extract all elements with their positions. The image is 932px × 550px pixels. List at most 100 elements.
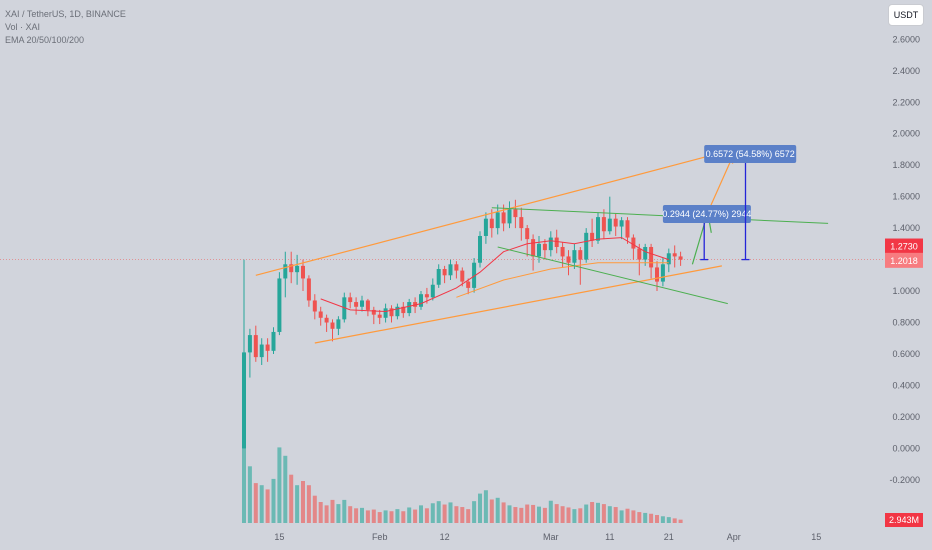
candle-body: [584, 232, 589, 260]
ema-indicator-label[interactable]: EMA 20/50/100/200: [5, 35, 85, 45]
candle-body: [501, 212, 506, 224]
volume-bar: [466, 509, 471, 523]
candle-body: [678, 256, 683, 260]
volume-bar: [277, 447, 282, 523]
volume-bar: [495, 497, 500, 523]
candle-body: [460, 270, 465, 282]
volume-bar: [507, 505, 512, 523]
volume-bar: [413, 509, 418, 523]
volume-bar: [660, 516, 665, 523]
candle-body: [519, 217, 524, 229]
symbol-title[interactable]: XAI / TetherUS, 1D, BINANCE: [5, 9, 126, 19]
price-tick-label: 1.8000: [892, 160, 920, 170]
candle-body: [548, 237, 553, 251]
candle-body: [637, 248, 642, 260]
candle-body: [265, 344, 270, 351]
candle-body: [466, 281, 471, 288]
volume-value-label: 2.943M: [889, 515, 919, 525]
candle-body: [283, 264, 288, 279]
volume-bar: [318, 502, 323, 523]
volume-bar: [401, 511, 406, 523]
volume-bar: [666, 517, 671, 523]
volume-bar: [289, 474, 294, 523]
measure-label-text: 0.2944 (24.77%) 2944: [662, 209, 751, 219]
volume-bar: [672, 518, 677, 523]
candle-body: [666, 253, 671, 265]
candle-body: [301, 265, 305, 279]
candle-body: [354, 302, 359, 307]
price-tick-label: 2.6000: [892, 34, 920, 44]
time-tick-label: Apr: [727, 532, 741, 542]
volume-bar: [419, 505, 423, 523]
volume-bar: [460, 507, 465, 523]
currency-unit-button[interactable]: USDT: [888, 4, 924, 26]
candle-body: [483, 218, 488, 236]
volume-bar: [483, 490, 488, 523]
volume-bar: [566, 507, 571, 523]
candle-body: [566, 256, 571, 263]
volume-bar: [306, 485, 311, 523]
volume-bar: [247, 466, 252, 523]
volume-bar: [619, 510, 624, 523]
candle-body: [619, 220, 624, 227]
time-tick-label: 15: [811, 532, 821, 542]
volume-bar: [554, 504, 559, 523]
candle-body: [572, 250, 577, 263]
volume-bar: [578, 508, 583, 523]
candle-body: [495, 212, 500, 229]
candle-body: [448, 264, 453, 276]
candle-body: [542, 243, 547, 251]
volume-bar: [513, 507, 518, 523]
volume-bar: [371, 509, 376, 523]
candle-body: [601, 217, 606, 232]
candle-body: [365, 300, 370, 310]
price-tick-label: 2.2000: [892, 97, 920, 107]
volume-bar: [436, 501, 441, 523]
price-tick-label: 0.4000: [892, 380, 920, 390]
candle-body: [472, 262, 477, 288]
green-lower-trendline: [497, 246, 728, 305]
volume-bar: [365, 510, 370, 523]
volume-bar: [590, 502, 595, 523]
price-tick-label: 2.4000: [892, 66, 920, 76]
candle-body: [395, 306, 400, 317]
high-price-label-box: [885, 238, 923, 254]
volume-indicator-label[interactable]: Vol · XAI: [5, 22, 41, 32]
measure-label-box: [662, 205, 751, 223]
volume-bar: [295, 485, 300, 523]
candle-body: [531, 239, 536, 257]
candle-body: [419, 294, 423, 307]
candle-body: [424, 294, 429, 298]
candle-body: [253, 335, 258, 358]
candle-body: [289, 264, 294, 273]
candle-body: [613, 218, 618, 227]
candle-body: [607, 218, 612, 232]
candle-body: [342, 297, 347, 320]
candle-body: [430, 284, 435, 298]
candle-body: [489, 218, 494, 229]
candle-body: [318, 311, 323, 318]
volume-bar: [560, 506, 565, 523]
volume-bar: [472, 501, 477, 523]
candle-body: [672, 253, 677, 257]
candle-body: [660, 264, 665, 282]
channel-upper-trendline: [255, 155, 711, 276]
volume-bar: [377, 512, 382, 523]
volume-bar: [448, 502, 453, 523]
price-tick-label: 0.0000: [892, 443, 920, 453]
candle-body: [348, 297, 353, 303]
volume-bar: [454, 506, 459, 523]
measure-label-text: 0.6572 (54.58%) 6572: [706, 149, 795, 159]
candle-body: [442, 269, 447, 276]
volume-bar: [655, 515, 659, 523]
candle-body: [324, 317, 329, 323]
volume-bar: [383, 510, 388, 523]
volume-bar: [637, 512, 642, 523]
time-tick-label: 12: [440, 532, 450, 542]
time-tick-label: 15: [274, 532, 284, 542]
volume-bar: [537, 506, 541, 523]
candle-body: [295, 265, 300, 273]
orange-projection-arrow: [707, 153, 735, 213]
volume-bar: [360, 507, 364, 523]
